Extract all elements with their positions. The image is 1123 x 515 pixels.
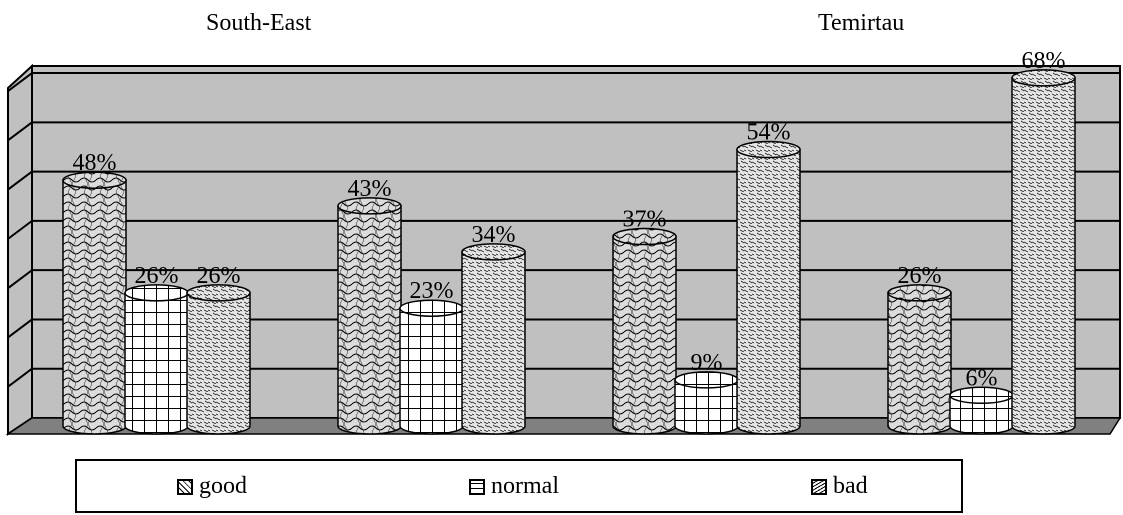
bar-top-good-1	[62, 171, 127, 189]
data-label-good-4: 26%	[898, 263, 942, 289]
gridline-side	[7, 269, 33, 289]
data-label-normal-3: 9%	[691, 350, 723, 376]
legend-label-bad: bad	[833, 473, 868, 499]
data-label-good-1: 48%	[73, 150, 117, 176]
bar-top-bad-3	[736, 140, 801, 159]
data-label-bad-1: 26%	[197, 263, 241, 289]
legend-item-good: good	[177, 473, 247, 500]
data-labels: 48% 43% 37% 26% 26% 23% 9% 6% 26% 34% 54% 68%	[73, 48, 1066, 391]
bar-good-4	[887, 292, 952, 435]
bar-top-bad-2	[461, 243, 526, 261]
legend-swatch-good	[177, 478, 193, 495]
bar-bad-3	[736, 148, 801, 435]
legend-item-bad: bad	[811, 473, 868, 500]
bar-good-2	[337, 205, 402, 435]
gridline-side	[7, 220, 33, 240]
bar-bad-4	[1011, 77, 1076, 435]
legend-label-normal: normal	[491, 473, 559, 499]
data-label-bad-4: 68%	[1022, 48, 1066, 74]
gridline-side	[7, 121, 33, 142]
bar-top-good-2	[337, 197, 402, 215]
bar-normal-1	[124, 292, 189, 435]
bars	[62, 69, 1076, 435]
data-label-good-2: 43%	[348, 176, 392, 202]
legend-swatch-normal	[469, 478, 485, 495]
data-label-normal-1: 26%	[135, 263, 179, 289]
bar-good-1	[62, 179, 127, 435]
bar-good-3	[612, 235, 677, 435]
data-label-bad-2: 34%	[472, 222, 516, 248]
bar-top-good-3	[612, 227, 677, 246]
group-title-temirtau: Temirtau	[818, 10, 905, 36]
gridline-side	[7, 318, 33, 339]
bar-top-bad-1	[186, 284, 251, 302]
gridline-side	[7, 72, 33, 92]
bar-bad-2	[461, 251, 526, 435]
data-label-good-3: 37%	[623, 207, 667, 233]
bar-bad-1	[186, 292, 251, 435]
bar-top-good-4	[887, 284, 952, 302]
chart-floor	[5, 417, 1122, 435]
bar-top-bad-4	[1011, 69, 1076, 87]
bar-normal-2	[399, 307, 464, 435]
legend-swatch-bad	[811, 478, 827, 495]
data-label-normal-2: 23%	[410, 278, 454, 304]
data-label-bad-3: 54%	[747, 120, 791, 146]
group-title-south-east: South-East	[206, 10, 312, 36]
data-label-normal-4: 6%	[966, 365, 998, 391]
legend-label-good: good	[199, 473, 247, 499]
legend: good normal bad	[75, 459, 963, 513]
gridline-side	[7, 170, 33, 191]
gridline-side	[7, 367, 33, 388]
legend-item-normal: normal	[469, 473, 559, 500]
